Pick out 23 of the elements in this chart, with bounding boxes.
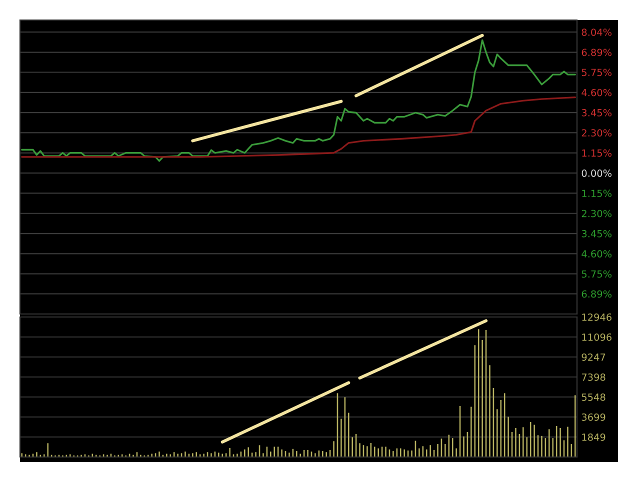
y-tick-label: 1.15% — [582, 149, 612, 157]
y-tick-label: 7398 — [582, 373, 606, 381]
y-tick-label: 4.60% — [582, 250, 612, 258]
line-series — [21, 39, 576, 162]
y-tick-label: 9247 — [582, 353, 606, 361]
y-tick-label: 11096 — [582, 333, 612, 341]
y-tick-label: 3.45% — [582, 230, 612, 238]
y-tick-label: 5.75% — [582, 68, 612, 76]
line-series — [21, 96, 576, 158]
y-tick-label: 1849 — [582, 433, 606, 441]
y-tick-label: 2.30% — [582, 210, 612, 218]
y-tick-label: 12946 — [582, 313, 612, 321]
y-tick-label: 3.45% — [582, 109, 612, 116]
y-tick-label: 2.30% — [582, 129, 612, 137]
y-tick-label: 5548 — [582, 393, 606, 401]
y-tick-label: 0.00% — [582, 170, 612, 177]
y-tick-label: 6.89% — [582, 290, 612, 298]
y-tick-label: 4.60% — [582, 88, 612, 96]
y-tick-label: 1.15% — [582, 190, 612, 198]
y-tick-label: 8.04% — [582, 28, 612, 36]
y-tick-label: 6.89% — [582, 48, 612, 56]
y-tick-label: 3699 — [582, 413, 606, 421]
y-tick-label: 5.75% — [582, 270, 612, 278]
